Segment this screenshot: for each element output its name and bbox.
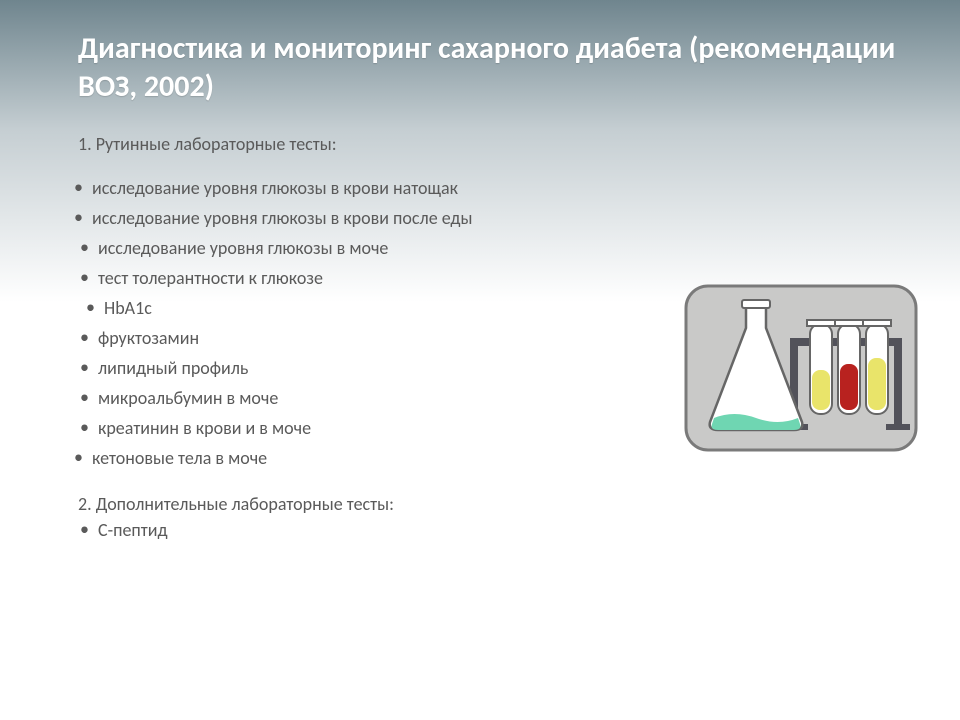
section1-heading: 1. Рутинные лабораторные тесты:: [78, 133, 920, 155]
list-item: исследование уровня глюкозы в крови посл…: [78, 209, 920, 227]
section2-list: С-пептид: [78, 521, 920, 539]
list-item: исследование уровня глюкозы в крови нато…: [78, 179, 920, 197]
list-item: исследование уровня глюкозы в моче: [78, 239, 920, 257]
slide-title: Диагностика и мониторинг сахарного диабе…: [78, 30, 920, 105]
section2-heading: 2. Дополнительные лабораторные тесты:: [78, 493, 920, 515]
lab-glassware-icon: [684, 284, 918, 452]
list-item: С-пептид: [78, 521, 920, 539]
